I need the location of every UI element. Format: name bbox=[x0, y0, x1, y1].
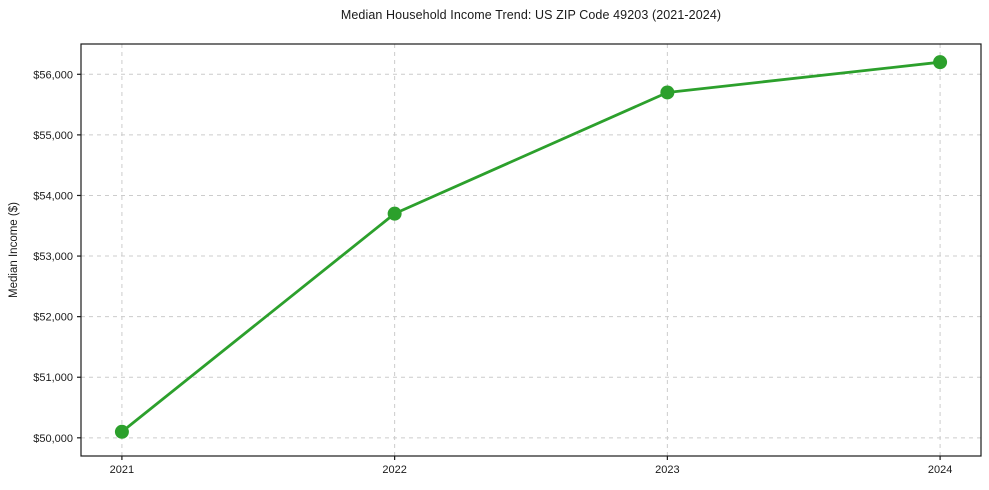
chart-title: Median Household Income Trend: US ZIP Co… bbox=[340, 8, 722, 22]
data-point-2024 bbox=[933, 55, 948, 70]
y-tick-label: $54,000 bbox=[33, 190, 73, 202]
x-tick-label: 2024 bbox=[928, 464, 952, 476]
x-tick-label: 2023 bbox=[655, 464, 679, 476]
plot-border bbox=[80, 43, 982, 457]
x-tick-label: 2021 bbox=[110, 464, 134, 476]
data-point-2021 bbox=[114, 424, 129, 439]
trend-line bbox=[120, 60, 942, 434]
y-tick-label: $53,000 bbox=[33, 251, 73, 263]
y-tick-label: $50,000 bbox=[33, 433, 73, 445]
y-tick-label: $55,000 bbox=[33, 130, 73, 142]
data-point-2022 bbox=[387, 206, 402, 221]
data-point-2023 bbox=[660, 85, 675, 100]
y-tick-label: $56,000 bbox=[33, 69, 73, 81]
x-tick-label: 2022 bbox=[382, 464, 406, 476]
y-tick-label: $52,000 bbox=[33, 312, 73, 324]
y-tick-label: $51,000 bbox=[33, 372, 73, 384]
